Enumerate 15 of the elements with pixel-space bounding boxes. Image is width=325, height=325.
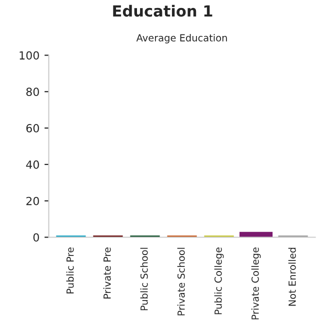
x-tick-label: Private Pre — [103, 247, 111, 298]
y-tick-label: 80 — [26, 88, 39, 96]
y-tick-label: 60 — [26, 124, 39, 132]
y-tick-label: 20 — [26, 196, 39, 206]
y-tick-label: 100 — [20, 51, 39, 60]
y-tick-label: 40 — [26, 160, 39, 169]
x-tick-label: Public School — [140, 248, 148, 310]
x-tick-label: Not Enrolled — [288, 248, 296, 306]
x-tick-label: Public Pre — [66, 247, 74, 294]
x-tick-label: Public College — [214, 247, 224, 314]
x-tick-label: Private School — [177, 248, 185, 316]
y-tick-label: 0 — [33, 233, 39, 242]
chart-subtitle: Average Education — [136, 34, 227, 44]
x-tick-label: Private College — [251, 247, 261, 320]
chart-title: Education 1 — [113, 4, 212, 17]
